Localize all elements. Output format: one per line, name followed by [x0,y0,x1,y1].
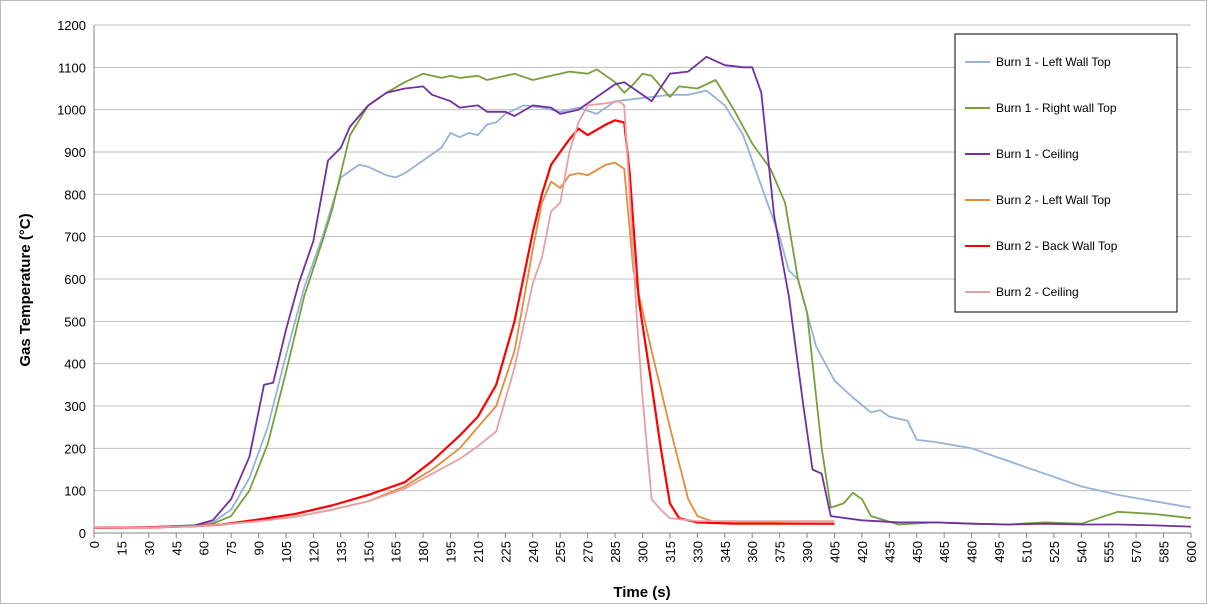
x-tick-label: 510 [1019,541,1034,563]
x-tick-label: 450 [910,541,925,563]
x-tick-label: 60 [197,541,212,555]
x-tick-label: 345 [718,541,733,563]
series-line-6 [93,100,835,529]
legend-label: Burn 2 - Left Wall Top [996,193,1111,207]
x-tick-label: 540 [1074,541,1089,563]
legend-label: Burn 2 - Back Wall Top [996,239,1118,253]
y-tick-label: 900 [64,145,86,160]
x-tick-label: 525 [1047,541,1062,563]
x-tick-label: 150 [361,541,376,563]
y-tick-label: 800 [64,187,86,202]
axes: 0100200300400500600700800900100011001200… [57,18,1199,563]
y-tick-label: 1200 [57,18,86,33]
legend-box [954,33,1178,313]
legend-items: Burn 1 - Left Wall Top Burn 1 - Right wal… [965,55,1118,299]
y-tick-label: 400 [64,357,86,372]
x-tick-label: 180 [416,541,431,563]
y-tick-label: 1000 [57,103,86,118]
x-tick-label: 195 [444,541,459,563]
x-tick-label: 360 [745,541,760,563]
series-lines [93,55,1192,529]
x-tick-label: 405 [827,541,842,563]
x-axis-title: Time (s) [613,584,670,601]
legend: Burn 1 - Left Wall Top Burn 1 - Right wal… [954,33,1178,313]
legend-label: Burn 1 - Ceiling [996,147,1079,161]
y-axis-title: Gas Temperature (°C) [17,213,34,366]
y-tick-label: 200 [64,441,86,456]
y-tick-label: 1100 [58,60,86,75]
x-tick-label: 90 [252,541,267,555]
x-tick-label: 165 [389,541,404,563]
x-tick-label: 330 [690,541,705,563]
x-tick-label: 570 [1129,541,1144,563]
x-tick-label: 45 [169,541,184,555]
x-tick-label: 30 [142,541,157,555]
x-tick-label: 315 [663,541,678,563]
x-tick-label: 15 [114,541,129,555]
x-tick-label: 465 [937,541,952,563]
x-tick-label: 135 [334,541,349,563]
x-tick-label: 270 [581,541,596,563]
legend-label: Burn 2 - Ceiling [996,285,1079,299]
y-tick-label: 100 [64,484,86,499]
x-tick-label: 225 [498,541,513,563]
x-tick-label: 555 [1102,541,1117,563]
x-tick-label: 210 [471,541,486,563]
y-tick-label: 500 [64,314,86,329]
x-tick-label: 285 [608,541,623,563]
x-tick-label: 240 [526,541,541,563]
y-tick-label: 0 [79,526,86,541]
x-tick-label: 375 [773,541,788,563]
x-tick-label: 120 [306,541,321,563]
x-tick-label: 600 [1184,541,1199,563]
legend-label: Burn 1 - Right wall Top [996,101,1117,115]
legend-label: Burn 1 - Left Wall Top [996,55,1111,69]
y-tick-label: 700 [64,230,86,245]
x-tick-label: 420 [855,541,870,563]
x-tick-label: 390 [800,541,815,563]
series-line-2 [93,68,1192,529]
series-line-5 [93,119,835,529]
series-line-3 [93,55,1192,529]
x-tick-label: 0 [87,541,102,548]
x-tick-label: 75 [224,541,239,555]
y-tick-label: 600 [64,272,86,287]
y-tick-label: 300 [64,399,86,414]
series-line-1 [93,89,1192,529]
x-tick-label: 105 [279,541,294,563]
x-tick-label: 435 [882,541,897,563]
x-tick-label: 480 [965,541,980,563]
x-tick-label: 495 [992,541,1007,563]
x-tick-label: 255 [553,541,568,563]
x-tick-label: 300 [636,541,651,563]
x-tick-label: 585 [1157,541,1172,563]
